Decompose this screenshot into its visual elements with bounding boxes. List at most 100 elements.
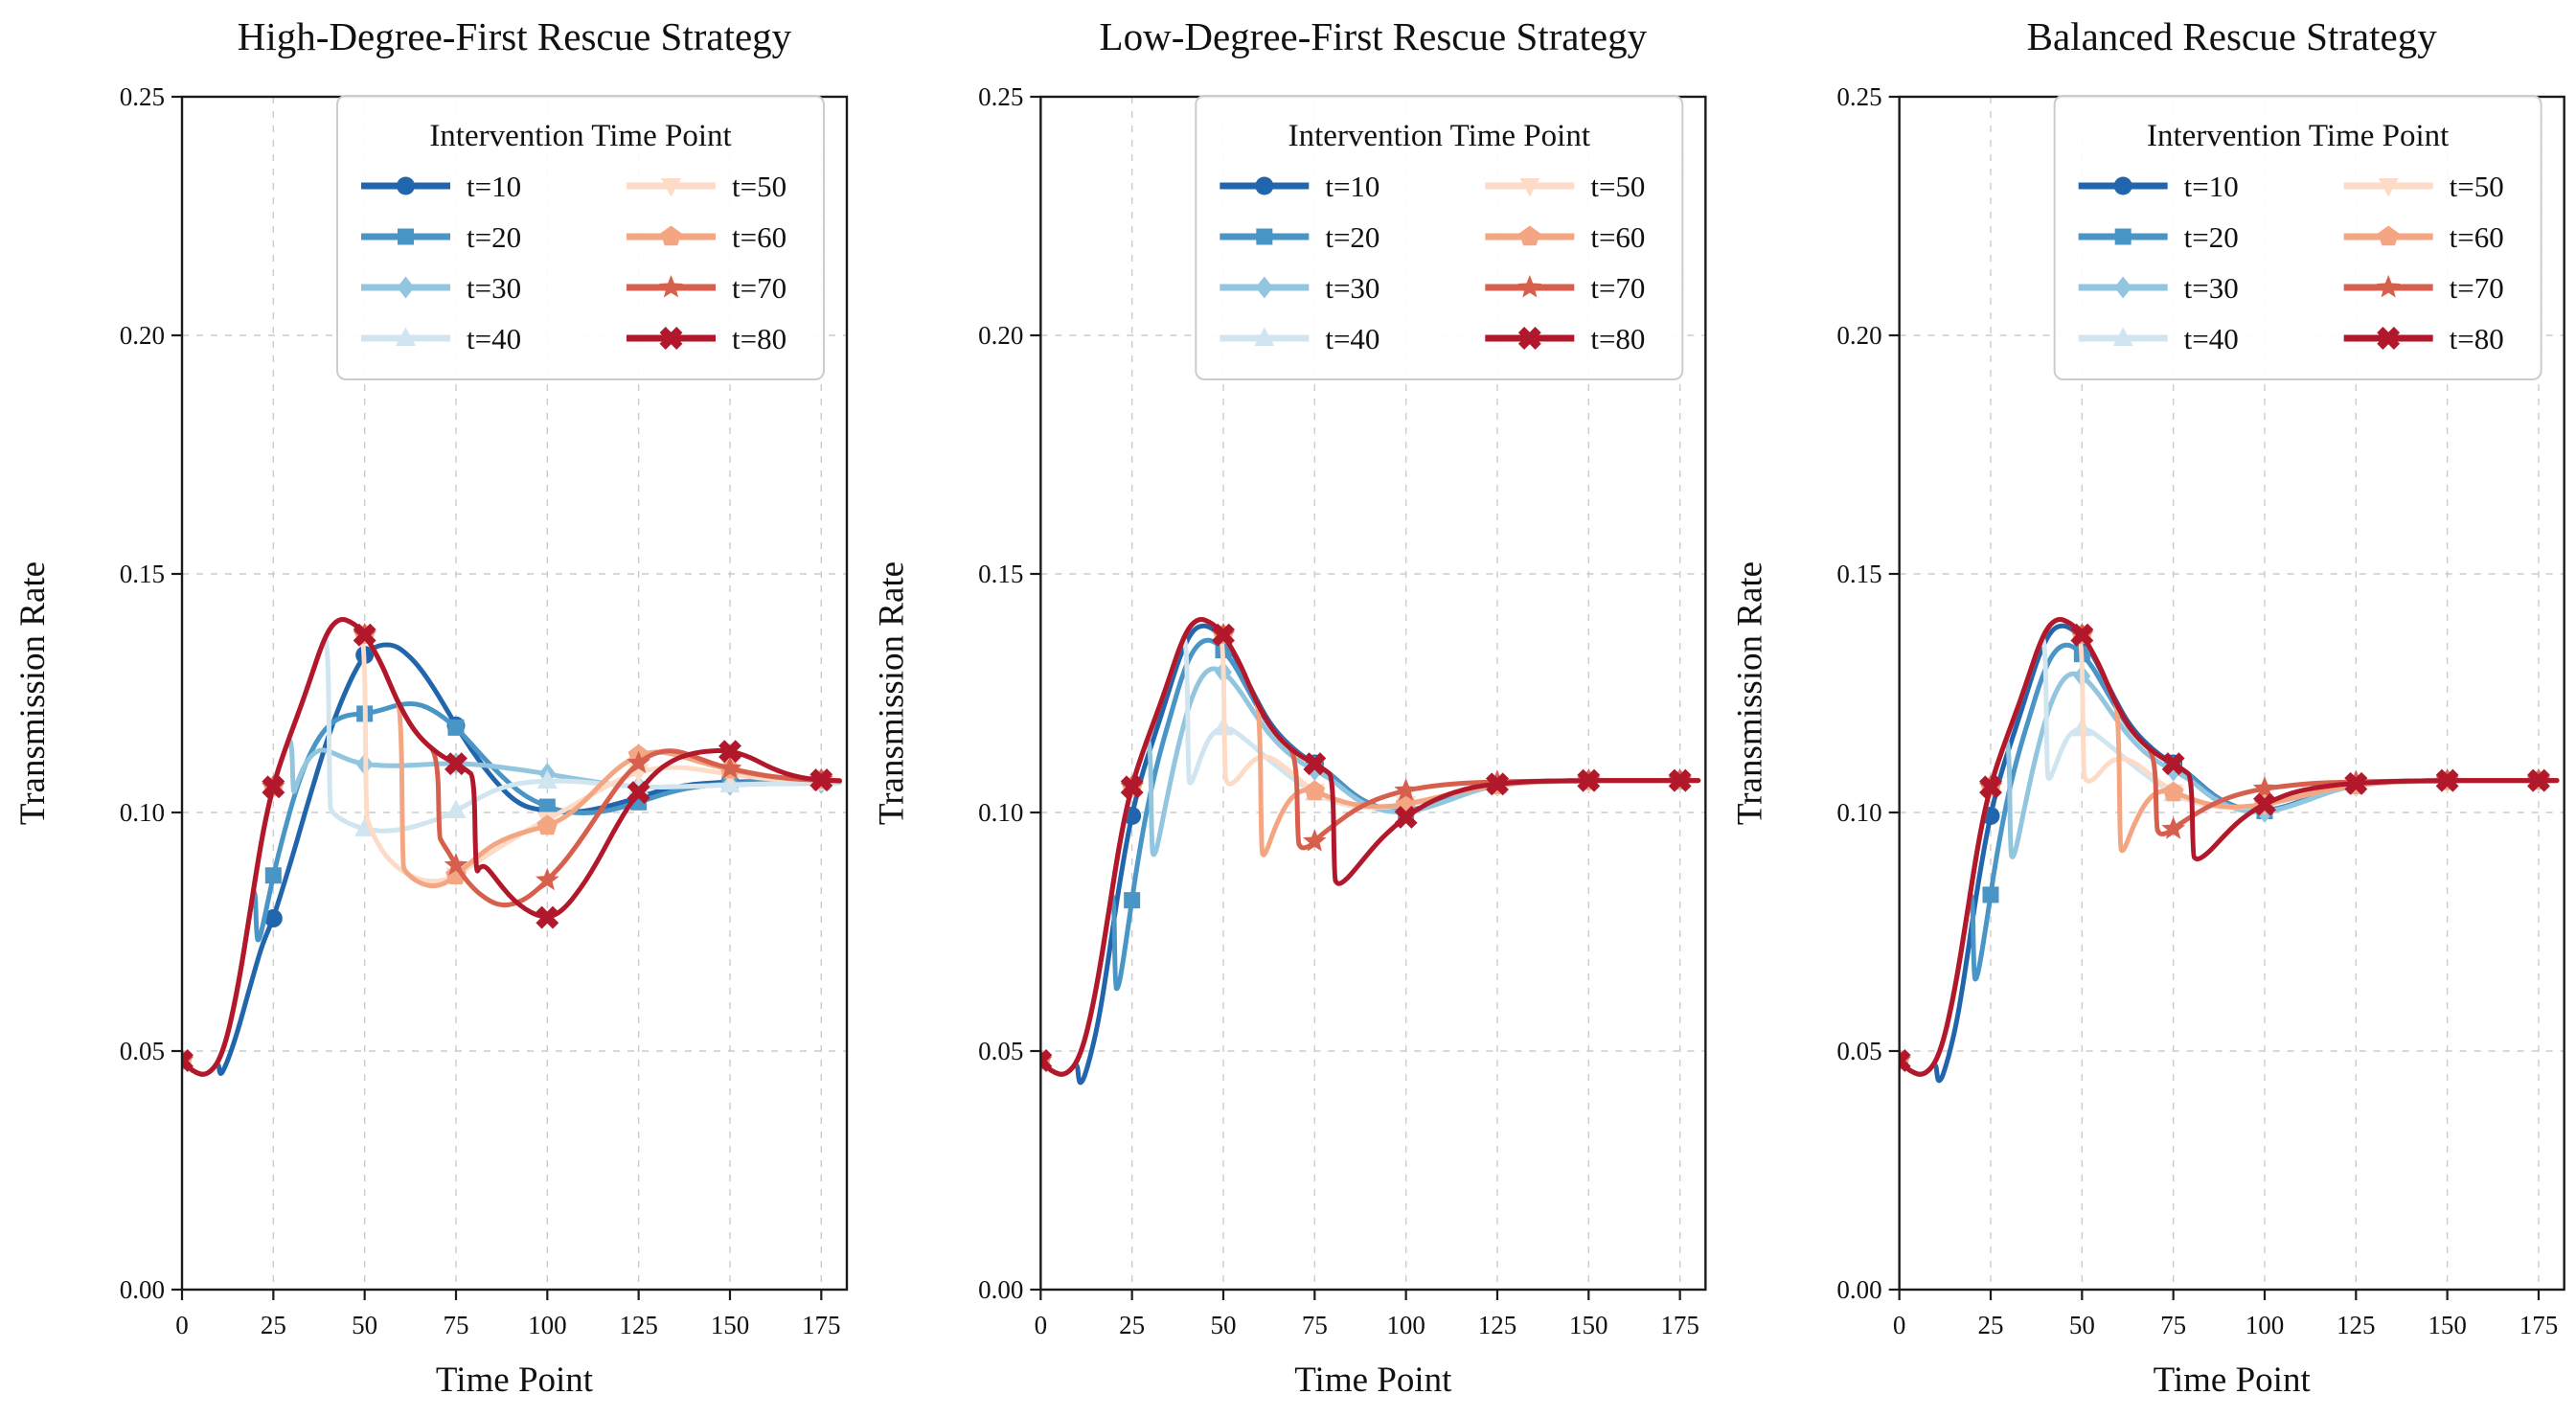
y-tick-label: 0.00 — [978, 1275, 1023, 1304]
star-marker — [1394, 778, 1419, 801]
panel-high-degree-first: 0 25 50 75 100 125 150 175 0.00 0.05 0.10 0.15 0.20 0… — [13, 14, 849, 1400]
series-markers-balanced-t=80 — [1899, 623, 2550, 1072]
legend-square-marker — [2114, 228, 2131, 245]
x-tick-label: 150 — [711, 1311, 750, 1339]
legend-label-t=80: t=80 — [1590, 322, 1645, 355]
x-tick-label: 150 — [1569, 1311, 1608, 1339]
square-marker — [447, 719, 465, 736]
x-tick-label: 75 — [2160, 1311, 2186, 1339]
series-line-low-degree-first-t=20 — [1040, 637, 1701, 1077]
series-line-high-degree-first-t=40 — [182, 636, 842, 1077]
series-layer — [1899, 617, 2560, 1084]
legend-entry-t=30: t=30 — [2078, 271, 2239, 305]
legend-label-t=20: t=20 — [467, 220, 521, 254]
legend-entry-t=80: t=80 — [1485, 322, 1645, 355]
legend-label-t=20: t=20 — [2184, 220, 2239, 254]
star-marker — [1302, 829, 1327, 852]
legend-entry-t=40: t=40 — [2078, 322, 2239, 355]
pentagon-marker — [1304, 780, 1326, 801]
legend-x-marker — [659, 327, 683, 350]
legend-triangle-down-marker — [2378, 178, 2399, 197]
legend-label-t=60: t=60 — [2450, 220, 2504, 254]
panel-title-high-degree-first: High-Degree-First Rescue Strategy — [238, 14, 792, 58]
panel-balanced: 0 25 50 75 100 125 150 175 0.00 0.05 0.10 0.15 0.20 0… — [1731, 14, 2565, 1400]
square-marker — [538, 798, 556, 815]
x-tick-label: 0 — [175, 1311, 189, 1339]
y-tick-label: 0.15 — [120, 560, 165, 588]
x-tick-label: 25 — [1119, 1311, 1145, 1339]
legend-entry-t=50: t=50 — [627, 170, 786, 203]
axes-ticks: 0 25 50 75 100 125 150 175 0.00 0.05 0.10 0.15 0.20 0… — [120, 82, 841, 1339]
star-marker — [627, 750, 650, 773]
x-tick-label: 50 — [352, 1311, 377, 1339]
legend-title: Intervention Time Point — [1288, 119, 1590, 153]
series-markers-low-degree-first-t=80 — [1040, 623, 1692, 1072]
legend-label-t=60: t=60 — [732, 220, 786, 254]
series-markers-high-degree-first-t=10 — [182, 646, 831, 1070]
x-marker — [1486, 772, 1509, 796]
legend-entry-t=50: t=50 — [1485, 170, 1645, 203]
axes-ticks: 0 25 50 75 100 125 150 175 0.00 0.05 0.10 0.15 0.20 0… — [1836, 82, 2558, 1339]
x-marker — [809, 768, 833, 792]
x-axis-label: Time Point — [1294, 1361, 1452, 1400]
legend-entry-t=20: t=20 — [1220, 220, 1379, 254]
square-marker — [1124, 892, 1141, 909]
y-tick-label: 0.10 — [120, 798, 165, 827]
legend-entry-t=20: t=20 — [2078, 220, 2239, 254]
legend-box — [2053, 95, 2542, 380]
legend-label-t=30: t=30 — [467, 271, 521, 305]
x-marker — [262, 775, 285, 799]
x-tick-label: 50 — [1210, 1311, 1236, 1339]
y-tick-label: 0.05 — [978, 1037, 1023, 1065]
x-marker — [353, 623, 376, 647]
legend-label-t=40: t=40 — [1325, 322, 1379, 355]
legend-label-t=10: t=10 — [467, 170, 521, 203]
series-line-low-degree-first-t=30 — [1040, 666, 1701, 1077]
y-tick-label: 0.25 — [978, 82, 1023, 111]
legend-diamond-marker — [1255, 276, 1273, 299]
legend-box — [1195, 95, 1684, 380]
y-tick-label: 0.20 — [120, 321, 165, 350]
legend-diamond-marker — [2114, 276, 2132, 299]
x-marker — [2344, 771, 2368, 795]
legend-label-t=30: t=30 — [2184, 271, 2239, 305]
legend-label-t=10: t=10 — [1325, 170, 1379, 203]
legend-x-marker — [2377, 327, 2401, 350]
legend-entry-t=70: t=70 — [1485, 271, 1645, 305]
series-line-balanced-t=20 — [1899, 642, 2560, 1077]
y-tick-label: 0.00 — [1836, 1275, 1881, 1304]
x-tick-label: 125 — [619, 1311, 658, 1339]
legend-label-t=70: t=70 — [2450, 271, 2504, 305]
legend-triangle-up-marker — [396, 327, 416, 346]
series-markers-low-degree-first-t=50 — [1040, 627, 1691, 1072]
x-tick-label: 25 — [261, 1311, 286, 1339]
series-markers-balanced-t=30 — [1899, 665, 2547, 1072]
series-markers-low-degree-first-t=60 — [1040, 624, 1691, 1070]
legend-label-t=60: t=60 — [1590, 220, 1645, 254]
series-line-balanced-t=30 — [1899, 671, 2560, 1077]
legend-circle-marker — [397, 176, 415, 195]
series-markers-balanced-t=20 — [1899, 646, 2547, 1069]
legend-entry-t=80: t=80 — [2343, 322, 2504, 355]
series-line-low-degree-first-t=80 — [1040, 617, 1701, 1077]
x-marker — [2253, 792, 2276, 816]
series-markers-balanced-t=50 — [1899, 627, 2549, 1072]
legend-entry-t=20: t=20 — [361, 220, 521, 254]
y-tick-label: 0.10 — [978, 798, 1023, 827]
y-tick-label: 0.15 — [1836, 560, 1881, 588]
legend-triangle-up-marker — [2112, 327, 2133, 346]
legend-diamond-marker — [397, 276, 415, 299]
x-tick-label: 100 — [2245, 1311, 2285, 1339]
legend-x-marker — [1517, 327, 1541, 350]
x-tick-label: 175 — [1660, 1311, 1699, 1339]
x-marker — [536, 905, 559, 929]
legend-entry-t=30: t=30 — [361, 271, 521, 305]
legend-entry-t=60: t=60 — [2343, 220, 2504, 254]
y-tick-label: 0.25 — [1836, 82, 1881, 111]
axes-ticks: 0 25 50 75 100 125 150 175 0.00 0.05 0.10 0.15 0.20 0… — [978, 82, 1699, 1339]
star-marker — [444, 853, 468, 876]
series-markers-balanced-t=10 — [1899, 630, 2548, 1070]
legend-star-marker — [659, 275, 683, 298]
y-tick-label: 0.05 — [1836, 1037, 1881, 1065]
